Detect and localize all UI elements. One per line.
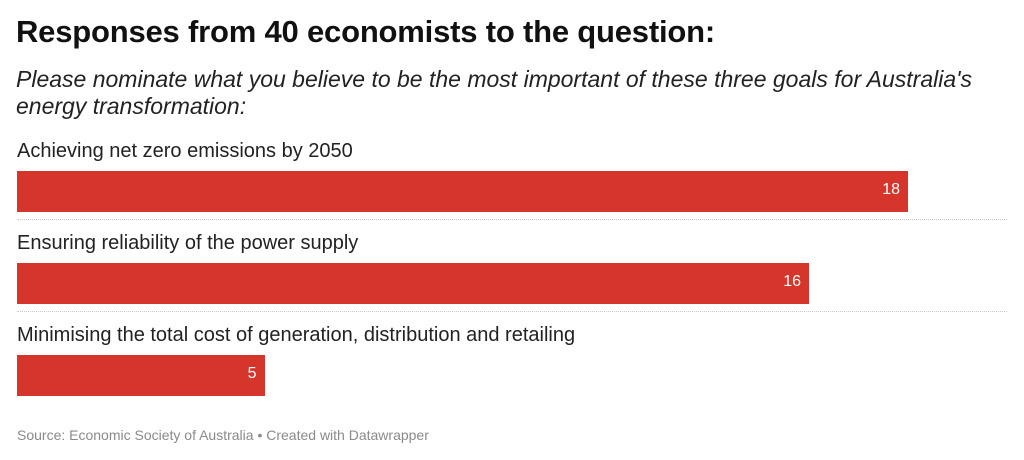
footer-separator: •	[253, 427, 267, 443]
bar: 16	[17, 263, 809, 304]
bar-row: Minimising the total cost of generation,…	[17, 324, 1007, 416]
chart-footer: Source: Economic Society of Australia • …	[17, 427, 429, 443]
bar-row: Achieving net zero emissions by 2050 18	[17, 140, 1007, 232]
row-divider	[17, 311, 1007, 312]
row-divider	[17, 219, 1007, 220]
bar-chart: Achieving net zero emissions by 2050 18 …	[17, 140, 1007, 416]
bar: 18	[17, 171, 908, 212]
bar-value-label: 18	[882, 181, 900, 198]
bar-value-label: 16	[783, 273, 801, 290]
bar-value-label: 5	[247, 365, 257, 382]
chart-title: Responses from 40 economists to the ques…	[16, 14, 715, 49]
bar-label: Minimising the total cost of generation,…	[17, 324, 576, 346]
bar-label: Ensuring reliability of the power supply	[17, 232, 359, 254]
chart-subtitle: Please nominate what you believe to be t…	[16, 66, 973, 119]
bar: 5	[17, 355, 265, 396]
credit-note: Created with Datawrapper	[266, 427, 429, 443]
source-note: Source: Economic Society of Australia	[17, 427, 254, 443]
bar-row: Ensuring reliability of the power supply…	[17, 232, 1007, 324]
bar-label: Achieving net zero emissions by 2050	[17, 140, 353, 162]
